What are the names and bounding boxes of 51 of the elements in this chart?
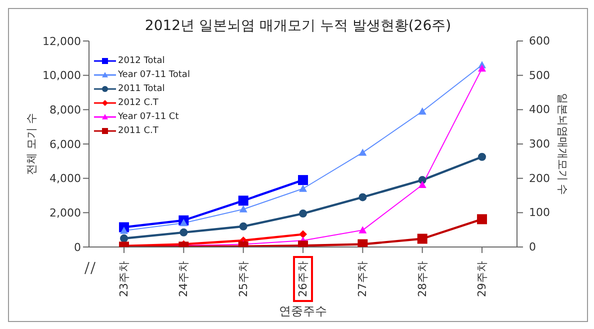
y2-axis-title: 일본뇌염매개모기 수 <box>556 92 570 196</box>
x-tick-label: 26주차 <box>296 261 310 297</box>
y-tick-label: 6,000 <box>50 138 81 151</box>
point <box>299 184 307 192</box>
y-tick-label: 10,000 <box>42 69 81 82</box>
y2-tick-label: 600 <box>529 34 550 48</box>
point <box>299 230 307 238</box>
legend-label: 2012 Total <box>118 55 165 68</box>
y2-tick-label: 100 <box>529 206 550 220</box>
legend-label: Year 07-11 Total <box>118 69 190 82</box>
legend-label: Year 07-11 Ct <box>118 111 179 124</box>
point <box>120 226 128 234</box>
legend-label: 2011 C.T <box>118 125 158 138</box>
x-tick-label: 24주차 <box>177 261 190 297</box>
legend-label: 2012 C.T <box>118 97 158 110</box>
point <box>418 180 426 188</box>
point <box>358 193 367 202</box>
y2-tick-label: 400 <box>529 103 550 116</box>
point <box>180 218 188 226</box>
y2-tick-label: 200 <box>529 172 550 185</box>
y-tick-label: 4,000 <box>50 172 81 186</box>
y-axis-title: 전체 모기 수 <box>24 113 38 175</box>
point <box>299 210 307 218</box>
legend-label: 2011 Total <box>118 83 165 96</box>
point <box>239 222 248 230</box>
x-tick-label: 23주차 <box>118 261 130 297</box>
y2-tick-label: 500 <box>529 68 550 82</box>
point <box>358 226 367 234</box>
point <box>180 228 188 236</box>
point <box>239 205 248 212</box>
x-tick-label: 28주차 <box>416 261 429 297</box>
point <box>120 234 128 242</box>
point <box>478 64 486 72</box>
point <box>478 152 486 161</box>
x-tick-label: 25주차 <box>236 261 250 297</box>
chart-title: 2012년 일본뇌염 매개모기 누적 발생현황(26주) <box>144 17 452 35</box>
y-tick-label: 0 <box>74 240 81 254</box>
point <box>417 234 428 244</box>
y-tick-label: 12,000 <box>42 34 81 48</box>
y-tick-label: 2,000 <box>50 206 81 220</box>
x-axis-title: 연중주수 <box>279 304 327 318</box>
y-tick-label: 8,000 <box>50 104 81 117</box>
point <box>358 148 367 156</box>
x-tick-label: 29주차 <box>476 261 488 297</box>
point <box>477 214 487 224</box>
point <box>298 175 308 186</box>
y2-tick-label: 0 <box>529 240 536 254</box>
x-tick-label: 27주차 <box>356 261 370 297</box>
point <box>418 107 426 115</box>
point <box>238 196 248 206</box>
y2-tick-label: 300 <box>529 138 550 150</box>
